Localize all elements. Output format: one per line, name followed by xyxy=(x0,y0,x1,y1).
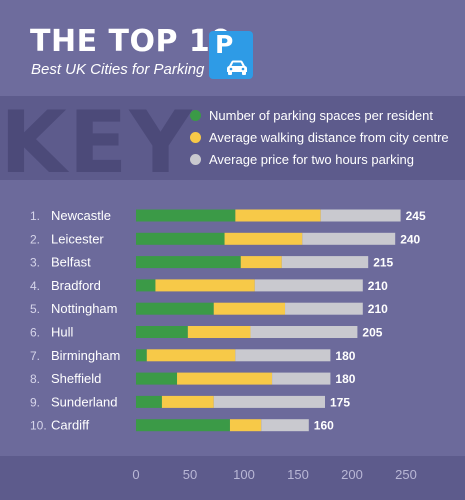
parking-logo: P xyxy=(209,31,253,79)
city-label: Birmingham xyxy=(51,348,120,363)
rank-label: 3. xyxy=(30,256,40,270)
axis-band xyxy=(0,456,465,500)
total-label: 180 xyxy=(335,372,355,386)
rank-label: 10. xyxy=(30,419,47,433)
legend-dot-grey xyxy=(190,153,201,165)
bar-segment-spaces xyxy=(136,419,230,432)
rank-label: 4. xyxy=(30,279,40,293)
rank-label: 5. xyxy=(30,302,40,316)
x-tick-label: 50 xyxy=(183,467,197,482)
total-label: 245 xyxy=(406,209,426,223)
chart-area xyxy=(0,180,465,456)
city-label: Sunderland xyxy=(51,394,118,409)
total-label: 175 xyxy=(330,395,350,409)
legend: Number of parking spaces per resident Av… xyxy=(190,104,449,170)
rank-label: 1. xyxy=(30,209,40,223)
bar-segment-walking xyxy=(224,232,303,245)
total-label: 240 xyxy=(400,232,420,246)
rank-label: 8. xyxy=(30,372,40,386)
bar-segment-walking xyxy=(235,209,321,222)
bar-segment-price xyxy=(281,256,369,269)
bar-segment-price xyxy=(235,349,331,362)
rank-label: 9. xyxy=(30,395,40,409)
bar-segment-walking xyxy=(229,419,262,432)
x-tick-label: 250 xyxy=(395,467,417,482)
total-label: 205 xyxy=(362,326,382,340)
legend-label: Average price for two hours parking xyxy=(209,151,414,167)
total-label: 160 xyxy=(314,419,334,433)
city-label: Hull xyxy=(51,325,74,340)
bar-segment-walking xyxy=(155,279,255,292)
bar-segment-walking xyxy=(240,256,282,269)
total-label: 210 xyxy=(368,302,388,316)
bar-segment-spaces xyxy=(136,209,236,222)
bar-segment-price xyxy=(302,232,396,245)
city-label: Cardiff xyxy=(51,418,89,433)
x-tick-label: 200 xyxy=(341,467,363,482)
bar-segment-spaces xyxy=(136,302,214,315)
legend-item-walking: Average walking distance from city centr… xyxy=(190,126,449,148)
bar-segment-spaces xyxy=(136,279,156,292)
bar-segment-price xyxy=(272,372,331,385)
city-label: Newcastle xyxy=(51,208,111,223)
car-icon xyxy=(227,60,247,75)
bar-segment-price xyxy=(261,419,309,432)
bar-segment-walking xyxy=(146,349,236,362)
legend-label: Number of parking spaces per resident xyxy=(209,107,434,123)
bar-segment-walking xyxy=(213,302,286,315)
legend-label: Average walking distance from city centr… xyxy=(209,129,449,145)
legend-dot-yellow xyxy=(190,131,201,143)
total-label: 210 xyxy=(368,279,388,293)
total-label: 215 xyxy=(373,256,393,270)
bar-segment-spaces xyxy=(136,395,162,408)
parking-letter: P xyxy=(215,30,234,59)
bar-segment-spaces xyxy=(136,256,241,269)
page-subtitle: Best UK Cities for Parking xyxy=(31,61,205,78)
city-label: Sheffield xyxy=(51,371,101,386)
key-section: KEY Number of parking spaces per residen… xyxy=(0,96,465,180)
x-tick-label: 0 xyxy=(132,467,139,482)
key-watermark: KEY xyxy=(0,96,194,180)
rank-label: 7. xyxy=(30,349,40,363)
bar-segment-walking xyxy=(177,372,273,385)
city-label: Leicester xyxy=(51,231,104,246)
bar-segment-price xyxy=(250,326,358,338)
bar-segment-spaces xyxy=(136,326,188,338)
bar-segment-price xyxy=(285,302,363,315)
legend-dot-green xyxy=(190,109,201,121)
city-label: Bradford xyxy=(51,278,101,293)
rank-label: 2. xyxy=(30,232,40,246)
bar-segment-walking xyxy=(161,395,214,408)
legend-item-spaces: Number of parking spaces per resident xyxy=(190,104,449,126)
x-tick-label: 100 xyxy=(233,467,255,482)
legend-item-price: Average price for two hours parking xyxy=(190,148,449,170)
bar-segment-spaces xyxy=(136,232,225,245)
bar-segment-price xyxy=(254,279,363,292)
bar-segment-walking xyxy=(187,326,251,338)
rank-label: 6. xyxy=(30,326,40,340)
header: THE TOP 10 Best UK Cities for Parking P xyxy=(0,0,465,96)
city-label: Belfast xyxy=(51,255,91,270)
x-tick-label: 150 xyxy=(287,467,309,482)
bar-segment-price xyxy=(320,209,401,222)
page-title: THE TOP 10 xyxy=(30,24,232,59)
bar-segment-spaces xyxy=(136,349,147,362)
city-label: Nottingham xyxy=(51,301,117,316)
bar-segment-price xyxy=(213,395,325,408)
bar-segment-spaces xyxy=(136,372,178,385)
total-label: 180 xyxy=(335,349,355,363)
